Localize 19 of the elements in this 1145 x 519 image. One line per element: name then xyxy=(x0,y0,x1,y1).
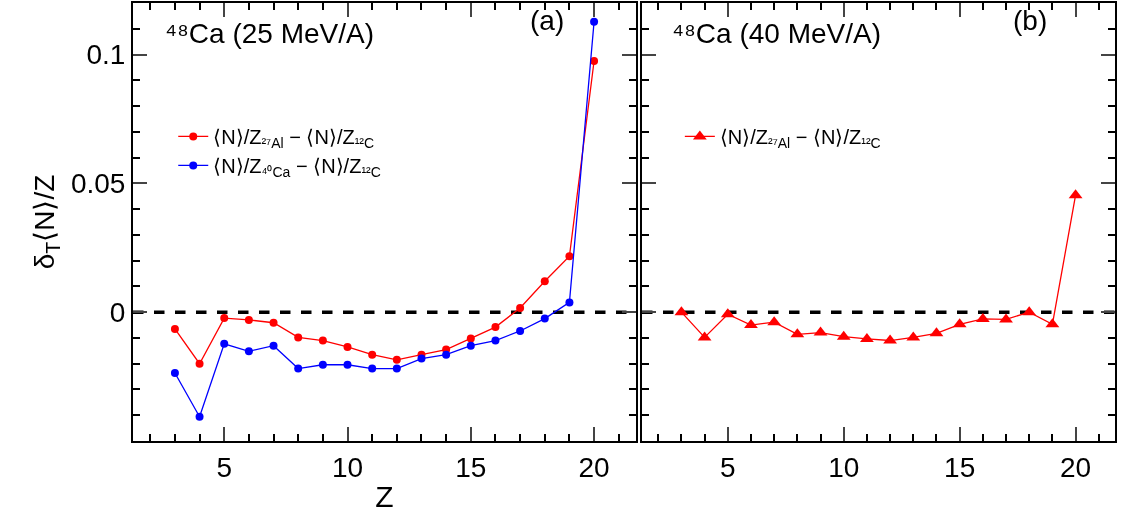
annotation: (b) xyxy=(1013,5,1048,36)
legend-label: ⟨N⟩/Z$_{⁴⁰Ca}$ − ⟨N⟩/Z$_{¹²C}$ xyxy=(213,155,381,181)
y-tick-label: 0.05 xyxy=(70,168,126,200)
x-tick-label: 15 xyxy=(944,451,976,483)
y-tick-label: 0.1 xyxy=(86,39,126,71)
legend-label: ⟨N⟩/Z$_{²⁷Al}$ − ⟨N⟩/Z$_{¹²C}$ xyxy=(213,126,375,152)
x-tick-label: 10 xyxy=(828,451,860,483)
x-tick-label: 20 xyxy=(578,451,610,483)
x-tick-label: 15 xyxy=(455,451,487,483)
annotation: (a) xyxy=(530,5,565,36)
x-axis-title: Z xyxy=(375,479,394,513)
x-tick-label: 10 xyxy=(331,451,364,483)
x-tick-label: 20 xyxy=(1060,451,1092,483)
y-tick-label: 0 xyxy=(109,296,126,328)
legend-label: ⟨N⟩/Z$_{²⁷Al}$ − ⟨N⟩/Z$_{¹²C}$ xyxy=(719,126,881,152)
text: ⁴⁸Ca (40 MeV/A) xyxy=(672,18,882,49)
x-tick-label: 5 xyxy=(216,451,233,483)
text: ⁴⁸Ca (25 MeV/A) xyxy=(165,18,375,49)
x-tick-label: 5 xyxy=(720,451,736,483)
